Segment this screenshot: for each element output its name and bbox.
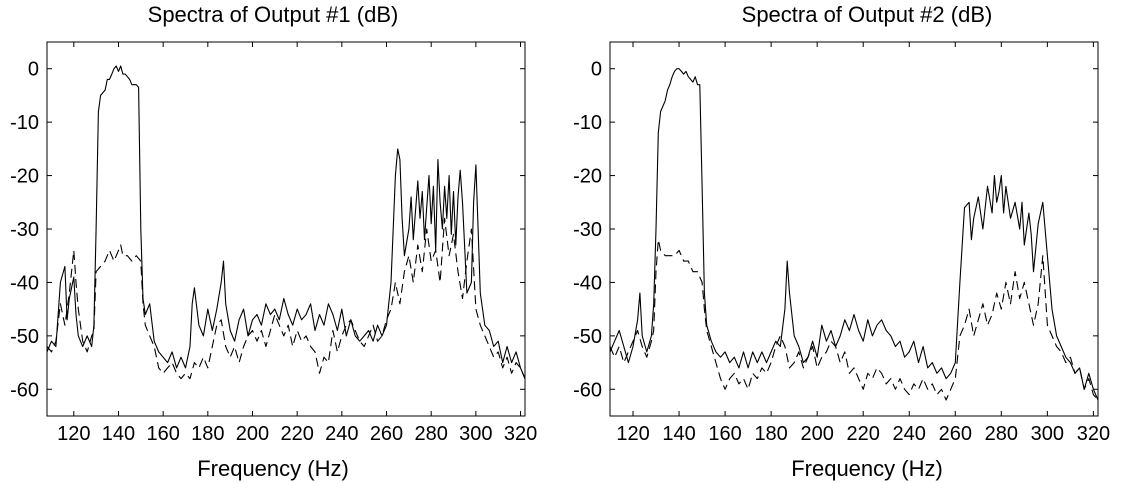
chart-1-x-tick-label: 120 bbox=[57, 423, 90, 445]
chart-2-x-tick-label: 240 bbox=[893, 423, 926, 445]
chart-1-x-tick-label: 260 bbox=[370, 423, 403, 445]
chart-panel-1: Spectra of Output #1 (dB) Frequency (Hz)… bbox=[0, 0, 562, 483]
chart-1-x-tick-label: 240 bbox=[325, 423, 358, 445]
chart-2-x-tick-label: 180 bbox=[754, 423, 787, 445]
chart-2-y-tick-label: -50 bbox=[573, 326, 602, 348]
chart-2-plot-frame bbox=[609, 41, 1099, 417]
chart-2-x-tick-label: 300 bbox=[1031, 423, 1064, 445]
chart-1-y-tick-label: -50 bbox=[10, 326, 39, 348]
chart-2-x-tick-label: 320 bbox=[1077, 423, 1110, 445]
chart-1-y-tick-label: -20 bbox=[10, 166, 39, 188]
chart-1-x-tick-label: 300 bbox=[459, 423, 492, 445]
chart-2-y-tick-label: -60 bbox=[573, 379, 602, 401]
chart-1-title: Spectra of Output #1 (dB) bbox=[148, 2, 399, 27]
chart-1-series bbox=[46, 65, 526, 380]
chart-2-title: Spectra of Output #2 (dB) bbox=[742, 2, 993, 27]
chart-2-x-tick-label: 200 bbox=[800, 423, 833, 445]
chart-panel-2: Spectra of Output #2 (dB) Frequency (Hz)… bbox=[562, 0, 1124, 483]
chart-1-x-tick-label: 180 bbox=[191, 423, 224, 445]
chart-1-x-tick-label: 160 bbox=[146, 423, 179, 445]
chart-2-ticks: 120 140 160 180 200 220 240 260 280 300 320 0 -10 -20… bbox=[573, 42, 1110, 445]
chart-2-x-axis-label: Frequency (Hz) bbox=[791, 456, 943, 481]
chart-1-y-tick-label: 0 bbox=[28, 59, 39, 81]
chart-2-series-solid bbox=[609, 68, 1099, 401]
chart-1-x-tick-label: 200 bbox=[236, 423, 269, 445]
chart-2-svg: Spectra of Output #2 (dB) Frequency (Hz)… bbox=[573, 2, 1110, 481]
chart-1-svg: Spectra of Output #1 (dB) Frequency (Hz)… bbox=[10, 2, 537, 481]
chart-1-series-solid bbox=[46, 65, 526, 379]
chart-1-y-tick-label: -30 bbox=[10, 219, 39, 241]
chart-1-x-tick-label: 320 bbox=[504, 423, 537, 445]
chart-1-plot-frame bbox=[46, 41, 526, 417]
chart-2-series bbox=[609, 68, 1099, 401]
chart-2-x-tick-label: 280 bbox=[985, 423, 1018, 445]
chart-2-y-tick-label: -10 bbox=[573, 112, 602, 134]
chart-2-x-tick-label: 120 bbox=[616, 423, 649, 445]
chart-1-x-axis-label: Frequency (Hz) bbox=[197, 456, 349, 481]
chart-2-x-tick-label: 260 bbox=[939, 423, 972, 445]
chart-2-x-tick-label: 220 bbox=[847, 423, 880, 445]
chart-2-y-tick-label: -40 bbox=[573, 272, 602, 294]
chart-1-ticks: 120 140 160 180 200 220 240 260 280 300 320 0 -10 -20… bbox=[10, 42, 537, 445]
chart-1-series-dashed bbox=[46, 217, 526, 380]
chart-2-y-tick-label: -20 bbox=[573, 166, 602, 188]
chart-2-x-tick-label: 140 bbox=[662, 423, 695, 445]
chart-1-x-tick-label: 140 bbox=[102, 423, 135, 445]
chart-2-series-dashed bbox=[609, 239, 1099, 401]
chart-1-y-tick-label: -10 bbox=[10, 112, 39, 134]
chart-2-y-tick-label: 0 bbox=[591, 59, 602, 81]
chart-2-y-tick-label: -30 bbox=[573, 219, 602, 241]
chart-1-x-tick-label: 280 bbox=[414, 423, 447, 445]
chart-2-x-tick-label: 160 bbox=[708, 423, 741, 445]
chart-1-x-tick-label: 220 bbox=[280, 423, 313, 445]
chart-1-y-tick-label: -40 bbox=[10, 272, 39, 294]
chart-1-y-tick-label: -60 bbox=[10, 379, 39, 401]
